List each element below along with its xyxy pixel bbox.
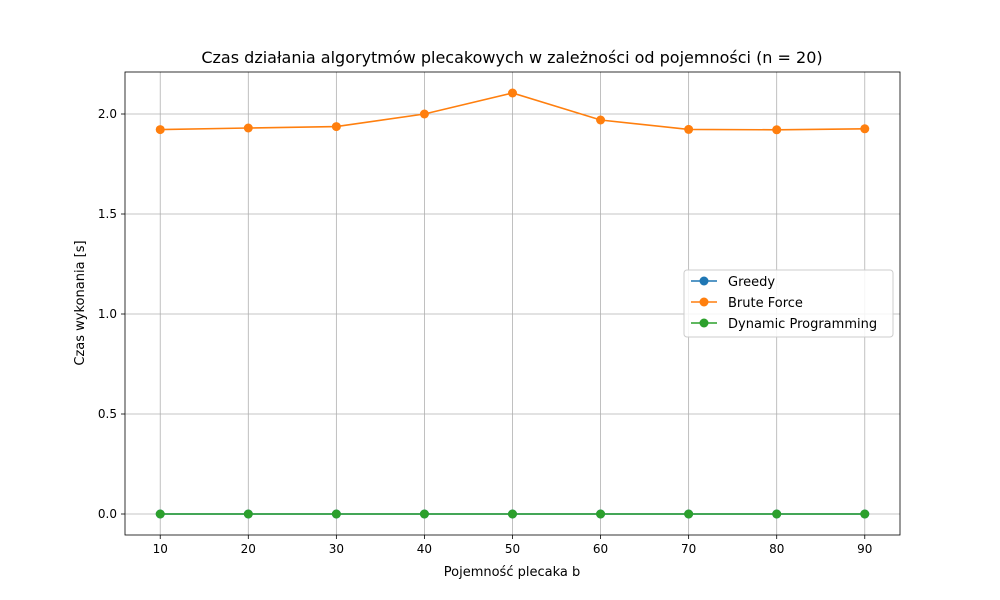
data-point [331,509,341,519]
data-point [860,509,870,519]
data-point [155,125,165,135]
x-tick-label: 10 [153,542,168,556]
data-point [419,509,429,519]
y-tick-label: 0.5 [98,407,117,421]
x-tick-label: 50 [505,542,520,556]
legend-box [683,269,894,338]
y-tick-label: 1.5 [98,207,117,221]
data-point [243,509,253,519]
data-point [860,124,870,134]
legend-marker [699,276,709,286]
series [155,88,870,519]
y-tick-label: 0.0 [98,507,117,521]
x-axis-label: Pojemność plecaka b [444,565,580,580]
legend-item: Brute Force [691,296,803,311]
data-point [684,124,694,134]
y-tick-label: 2.0 [98,107,117,121]
x-tick-label: 30 [329,542,344,556]
data-point [596,115,606,125]
legend-label: Greedy [728,275,775,290]
legend-label: Dynamic Programming [728,317,877,332]
data-point [508,88,517,98]
data-point [772,509,782,519]
data-point [155,509,165,519]
legend-marker [699,318,709,328]
y-tick-label: 1.0 [98,307,117,321]
data-point [331,122,341,132]
series-dynamic-programming [155,509,870,519]
x-tick-label: 90 [857,542,872,556]
data-point [508,509,517,519]
legend: Greedy Brute Force Dynamic Programming [683,269,894,338]
series-brute-force [155,88,870,135]
x-tick-label: 80 [769,542,784,556]
x-tick-label: 20 [241,542,256,556]
ticks: 10 20 30 40 50 60 70 80 90 0.0 0.5 1.0 1.5 2.0 [98,107,873,556]
legend-item: Dynamic Programming [691,317,877,332]
legend-marker [699,297,709,307]
x-tick-label: 70 [681,542,696,556]
data-point [419,109,429,119]
data-point [684,509,694,519]
data-point [243,123,253,133]
x-tick-label: 40 [417,542,432,556]
data-point [772,125,782,135]
legend-item: Greedy [691,275,775,290]
data-point [596,509,606,519]
x-tick-label: 60 [593,542,608,556]
y-axis-label: Czas wykonania [s] [73,240,88,365]
chart-title: Czas działania algorytmów plecakowych w … [201,48,822,67]
legend-label: Brute Force [728,296,803,311]
